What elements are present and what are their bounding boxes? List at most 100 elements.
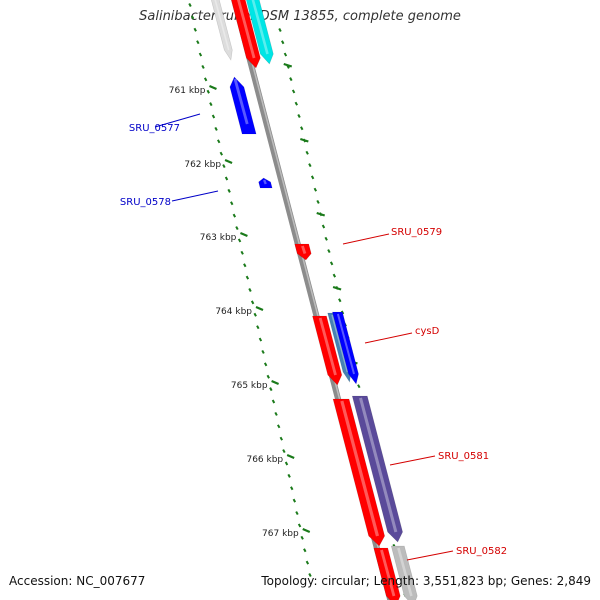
- scale-label: 765 kbp: [231, 381, 268, 391]
- scale-label: 767 kbp: [262, 529, 299, 539]
- inner-scale-tick: [222, 164, 226, 169]
- gene-arrow-cysd-steel-shade: [331, 314, 349, 373]
- outer-scale-tick: [357, 384, 361, 389]
- outer-scale-tick: [316, 199, 320, 204]
- inner-scale-tick: [217, 139, 221, 144]
- gene-label-leader: [342, 233, 390, 245]
- scale-label: 766 kbp: [246, 455, 283, 465]
- gene-arrow-red: [230, 0, 261, 69]
- inner-scale-tick: [297, 523, 302, 528]
- major-scale-tick: [224, 158, 233, 165]
- outer-scale-tick: [281, 40, 285, 45]
- gene-label-leader: [389, 455, 436, 466]
- major-scale-tick: [302, 527, 311, 534]
- inner-scale-tick: [248, 288, 252, 292]
- gene-arrow-sru0577-shade: [233, 78, 249, 125]
- inner-scale-tick: [295, 511, 299, 516]
- major-scale-tick: [286, 453, 295, 460]
- inner-scale-tick: [279, 436, 283, 441]
- inner-scale-tick: [263, 362, 268, 367]
- gene-label: SRU_0582: [456, 546, 507, 557]
- outer-scale-tick: [289, 77, 293, 82]
- inner-scale-tick: [282, 449, 286, 454]
- inner-scale-tick: [269, 387, 273, 392]
- inner-scale-tick: [277, 424, 281, 429]
- outer-scale-tick: [291, 89, 296, 94]
- inner-scale-tick: [287, 473, 291, 478]
- inner-scale-tick: [303, 548, 307, 553]
- gene-arrow-sru0582: [373, 547, 401, 600]
- inner-scale-tick: [232, 213, 237, 218]
- outer-scale-tick: [324, 236, 328, 241]
- gene-label: cysD: [415, 326, 440, 337]
- outer-scale-tick: [283, 52, 288, 57]
- outer-scale-tick: [327, 249, 331, 254]
- gene-arrow-gray-shade: [214, 0, 230, 51]
- outer-major-scale-tick: [316, 211, 326, 217]
- outer-scale-tick: [321, 224, 326, 229]
- inner-scale-tick: [201, 64, 205, 69]
- gene-label: SRU_0581: [438, 451, 489, 462]
- inner-scale-tick: [219, 151, 223, 156]
- inner-scale-tick: [284, 461, 289, 466]
- gene-arrow-sru0577: [229, 76, 257, 135]
- gene-arrow-sru0582-b-shade: [397, 547, 413, 597]
- inner-scale-tick: [224, 176, 229, 181]
- outer-scale-tick: [313, 187, 318, 192]
- inner-scale-tick: [237, 238, 242, 243]
- inner-scale-tick: [209, 102, 213, 107]
- inner-scale-tick: [261, 349, 265, 354]
- outer-scale-tick: [297, 114, 301, 118]
- outer-scale-tick: [305, 150, 309, 155]
- gene-label-leader: [364, 332, 413, 344]
- inner-scale-tick: [230, 201, 234, 206]
- gene-arrow-cyan-shade: [251, 0, 269, 55]
- inner-scale-tick: [271, 399, 276, 404]
- inner-scale-tick: [243, 263, 247, 268]
- inner-scale-tick: [188, 3, 192, 7]
- scale-label: 762 kbp: [184, 160, 221, 170]
- outer-scale-tick: [329, 261, 334, 266]
- gene-arrow-sru0578: [258, 177, 273, 189]
- inner-scale-tick: [211, 114, 216, 119]
- outer-major-scale-tick: [283, 62, 293, 68]
- accession-text: Accession: NC_007677: [9, 574, 146, 588]
- gene-label-leader: [406, 550, 454, 561]
- inner-scale-tick: [256, 325, 260, 330]
- inner-scale-tick: [198, 52, 203, 57]
- inner-scale-tick: [300, 535, 304, 540]
- inner-scale-tick: [214, 126, 218, 131]
- gene-label-leader: [171, 190, 219, 202]
- inner-scale-tick: [227, 188, 231, 193]
- outer-scale-tick: [310, 175, 315, 180]
- inner-scale-tick: [266, 374, 270, 379]
- scale-label: 761 kbp: [169, 86, 206, 96]
- gene-label: SRU_0578: [120, 197, 171, 208]
- gene-arrow-cysd-red-shade: [318, 317, 337, 376]
- gene-arrow-cysd-red: [312, 315, 343, 386]
- gene-arrow-sru0581-shade: [340, 400, 380, 537]
- inner-scale-tick: [190, 15, 195, 20]
- inner-scale-tick: [308, 573, 312, 577]
- major-scale-tick: [209, 84, 217, 91]
- inner-scale-tick: [245, 275, 250, 280]
- major-scale-tick: [271, 379, 280, 386]
- outer-scale-tick: [308, 163, 312, 168]
- gene-arrow-sru0579-shade: [301, 245, 307, 255]
- outer-scale-tick: [294, 101, 298, 106]
- gene-label: SRU_0579: [391, 227, 442, 238]
- inner-scale-tick: [258, 337, 263, 342]
- gene-arrow-sru0579: [294, 243, 312, 261]
- major-scale-tick: [239, 231, 248, 238]
- scale-label: 763 kbp: [200, 233, 237, 243]
- gene-arrow-sru0578-shade: [263, 179, 267, 185]
- gene-arrow-sru0582-shade: [380, 549, 396, 597]
- gene-arrow-sru0581-b: [351, 395, 403, 543]
- inner-scale-tick: [206, 89, 210, 94]
- inner-scale-tick: [193, 27, 197, 32]
- inner-scale-tick: [292, 498, 297, 503]
- inner-scale-tick: [235, 226, 239, 231]
- inner-scale-tick: [250, 300, 255, 305]
- gene-arrow-cysd: [332, 311, 359, 385]
